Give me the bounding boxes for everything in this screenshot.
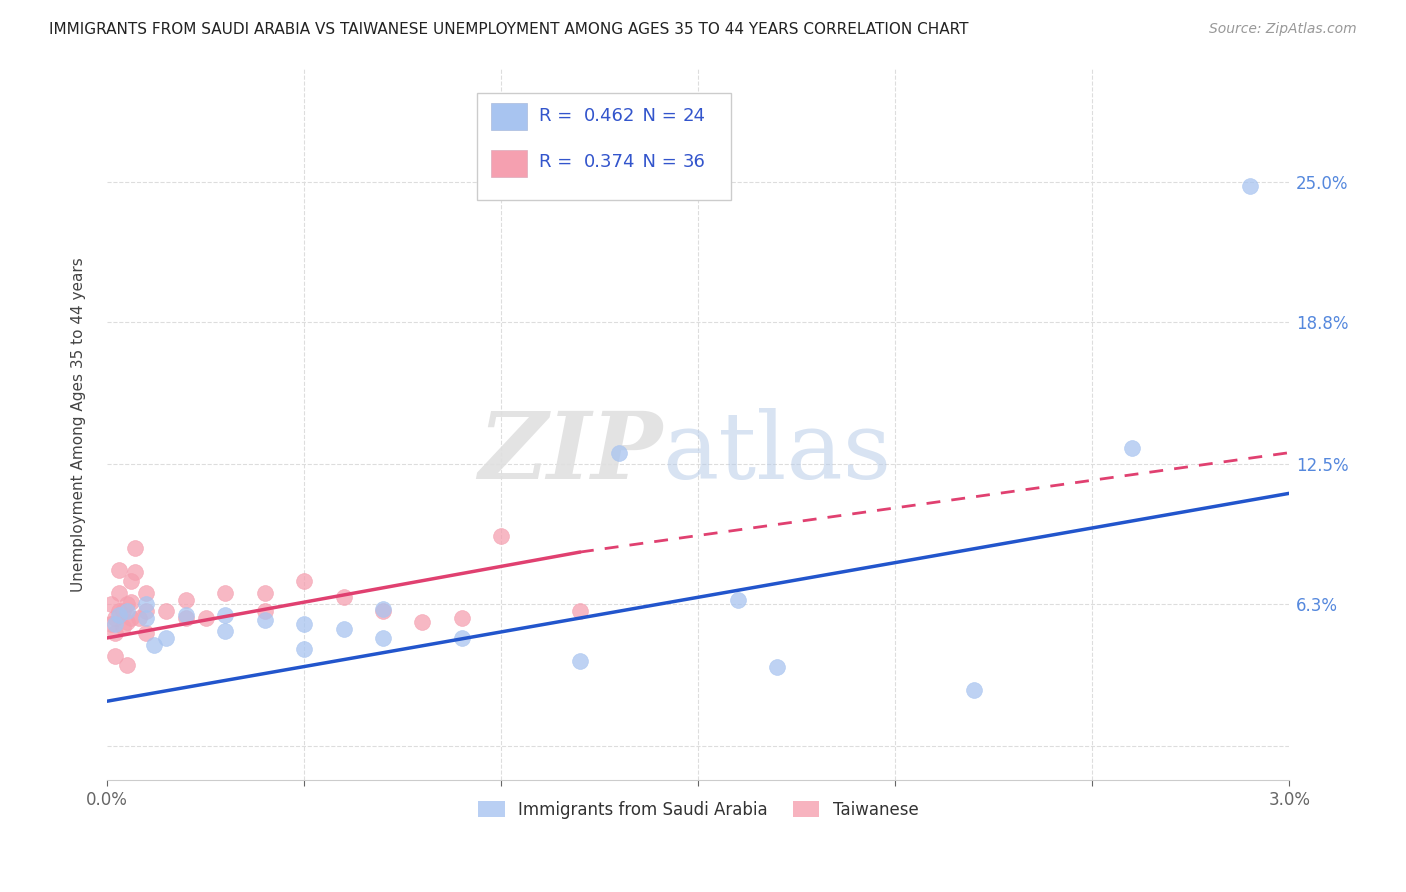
Text: 0.374: 0.374 <box>583 153 636 171</box>
Point <box>174 592 197 607</box>
Point <box>111 604 134 618</box>
Point <box>135 604 157 618</box>
Point <box>124 566 146 580</box>
Point <box>332 591 354 605</box>
Point <box>174 610 197 624</box>
Text: ZIP: ZIP <box>478 408 662 498</box>
Point <box>120 610 142 624</box>
FancyBboxPatch shape <box>491 150 527 177</box>
Point <box>115 615 138 629</box>
Point <box>135 610 157 624</box>
Point <box>100 597 122 611</box>
Point <box>111 620 134 634</box>
Text: R =: R = <box>538 153 578 171</box>
Point <box>135 626 157 640</box>
FancyBboxPatch shape <box>491 103 527 130</box>
Point <box>371 631 394 645</box>
Point <box>108 586 131 600</box>
Point <box>214 586 236 600</box>
Point <box>135 597 157 611</box>
Point <box>104 626 127 640</box>
Point <box>371 604 394 618</box>
Point <box>450 631 472 645</box>
Point <box>292 642 315 657</box>
Legend: Immigrants from Saudi Arabia, Taiwanese: Immigrants from Saudi Arabia, Taiwanese <box>471 794 925 825</box>
Point <box>135 586 157 600</box>
Point <box>108 563 131 577</box>
Point <box>568 604 591 618</box>
Point <box>174 608 197 623</box>
Text: atlas: atlas <box>662 408 891 498</box>
Point <box>143 638 166 652</box>
Point <box>253 604 276 618</box>
Point <box>155 631 177 645</box>
Point <box>1121 441 1143 455</box>
Point <box>115 658 138 673</box>
Point <box>108 604 131 618</box>
Point <box>115 597 138 611</box>
Point <box>292 574 315 589</box>
Text: N =: N = <box>631 107 682 125</box>
Point <box>766 660 789 674</box>
Point <box>100 617 122 632</box>
Point <box>292 617 315 632</box>
Point <box>963 682 986 697</box>
Text: 36: 36 <box>683 153 706 171</box>
Point <box>128 610 150 624</box>
Point <box>115 604 138 618</box>
Point <box>568 654 591 668</box>
Point <box>450 610 472 624</box>
Point <box>104 648 127 663</box>
Point <box>194 610 217 624</box>
Text: 24: 24 <box>683 107 706 125</box>
Point <box>489 529 512 543</box>
Point <box>155 604 177 618</box>
Text: N =: N = <box>631 153 682 171</box>
Text: R =: R = <box>538 107 578 125</box>
Text: 0.462: 0.462 <box>583 107 636 125</box>
Point <box>214 624 236 639</box>
Point <box>124 541 146 555</box>
Point <box>120 574 142 589</box>
Point <box>120 595 142 609</box>
Text: IMMIGRANTS FROM SAUDI ARABIA VS TAIWANESE UNEMPLOYMENT AMONG AGES 35 TO 44 YEARS: IMMIGRANTS FROM SAUDI ARABIA VS TAIWANES… <box>49 22 969 37</box>
Point <box>332 622 354 636</box>
Point <box>609 445 631 459</box>
Point <box>253 586 276 600</box>
Point <box>727 592 749 607</box>
Text: Source: ZipAtlas.com: Source: ZipAtlas.com <box>1209 22 1357 37</box>
Point <box>371 601 394 615</box>
Point <box>253 613 276 627</box>
Point <box>108 608 131 623</box>
Point <box>214 608 236 623</box>
Point <box>104 617 127 632</box>
Point <box>1239 179 1261 194</box>
Y-axis label: Unemployment Among Ages 35 to 44 years: Unemployment Among Ages 35 to 44 years <box>72 257 86 591</box>
FancyBboxPatch shape <box>477 94 731 200</box>
Point <box>104 610 127 624</box>
Point <box>411 615 433 629</box>
